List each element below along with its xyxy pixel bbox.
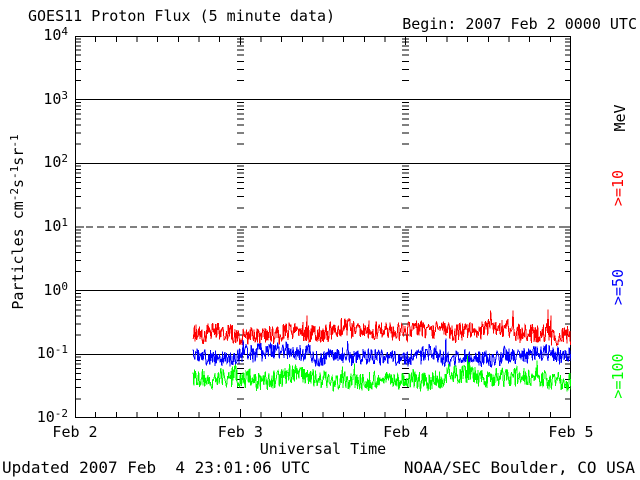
legend-unit-label: MeV [611,104,629,132]
proton-flux-plot [75,36,571,418]
legend-entry-50mev: >=50 [609,268,627,306]
x-tick-label: Feb 4 [383,423,429,441]
chart-title: GOES11 Proton Flux (5 minute data) [28,7,336,25]
y-tick-label: 10-2 [36,407,68,426]
legend-entry-100mev: >=100 [609,353,627,399]
x-tick-label: Feb 3 [217,423,263,441]
y-tick-label: 100 [43,279,68,299]
y-tick-label: 103 [43,88,68,108]
y-tick-label: 101 [43,216,68,235]
legend-entry-10mev: >=10 [609,169,627,207]
source-attribution-label: NOAA/SEC Boulder, CO USA [403,458,635,477]
x-axis-title: Universal Time [259,440,387,458]
x-tick-label: Feb 2 [52,423,98,441]
y-tick-label: 102 [43,152,68,172]
begin-timestamp-label: Begin: 2007 Feb 2 0000 UTC [402,15,637,33]
x-tick-label: Feb 5 [548,423,594,441]
y-tick-label: 10-1 [36,343,68,363]
y-tick-label: 104 [43,25,68,44]
updated-timestamp-label: Updated 2007 Feb 4 23:01:06 UTC [2,458,311,477]
